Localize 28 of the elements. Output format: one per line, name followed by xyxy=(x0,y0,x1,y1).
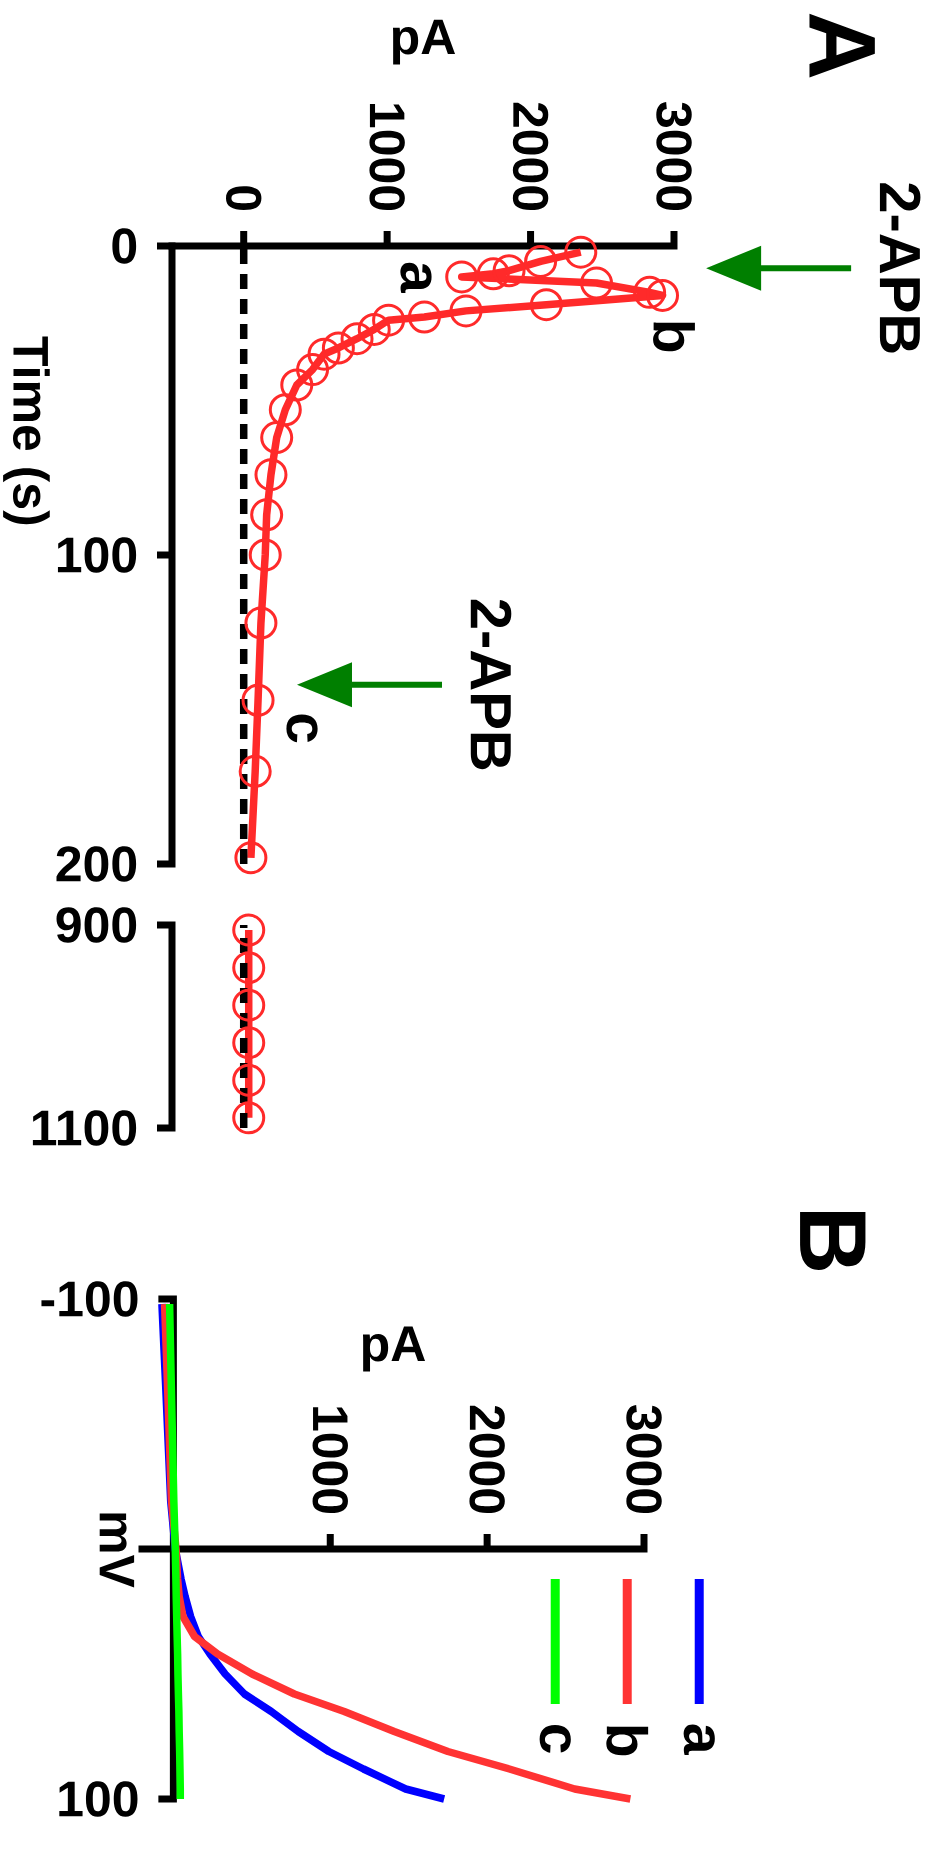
text: 2-APB xyxy=(879,183,921,353)
x-tick-label: 1000 xyxy=(312,1407,348,1514)
x-tick-label: 0 xyxy=(225,186,262,211)
y-tick-label: -100 xyxy=(41,1281,138,1317)
x-axis-title: pA xyxy=(392,19,456,65)
y-tick-label: 100 xyxy=(57,537,137,573)
text: B xyxy=(800,1212,866,1270)
legend-label: a xyxy=(683,1724,715,1755)
y-tick-label: 0 xyxy=(112,228,137,264)
x-axis-title: pA xyxy=(362,1326,426,1372)
annotation: 2-APB xyxy=(470,599,512,770)
y-tick-label: 1100 xyxy=(32,1110,137,1146)
annotation: c xyxy=(286,714,318,743)
y-tick-label: 100 xyxy=(59,1781,138,1817)
y-tick-label: 900 xyxy=(56,907,137,943)
x-tick-label: 3000 xyxy=(626,1405,662,1514)
x-tick-label: 2000 xyxy=(469,1405,505,1514)
x-tick-label: 2000 xyxy=(512,102,549,211)
annotation: b xyxy=(653,322,695,352)
x-tick-label: 3000 xyxy=(656,102,692,211)
annotation: a xyxy=(400,262,432,294)
legend-label: b xyxy=(606,1726,649,1756)
text: A xyxy=(809,13,875,78)
y-tick-label: 200 xyxy=(56,846,137,882)
x-tick-label: 1000 xyxy=(369,104,405,211)
legend-label: c xyxy=(539,1725,571,1753)
y-axis-title: Time (s) xyxy=(3,336,50,525)
y-axis-title: mV xyxy=(99,1513,135,1588)
